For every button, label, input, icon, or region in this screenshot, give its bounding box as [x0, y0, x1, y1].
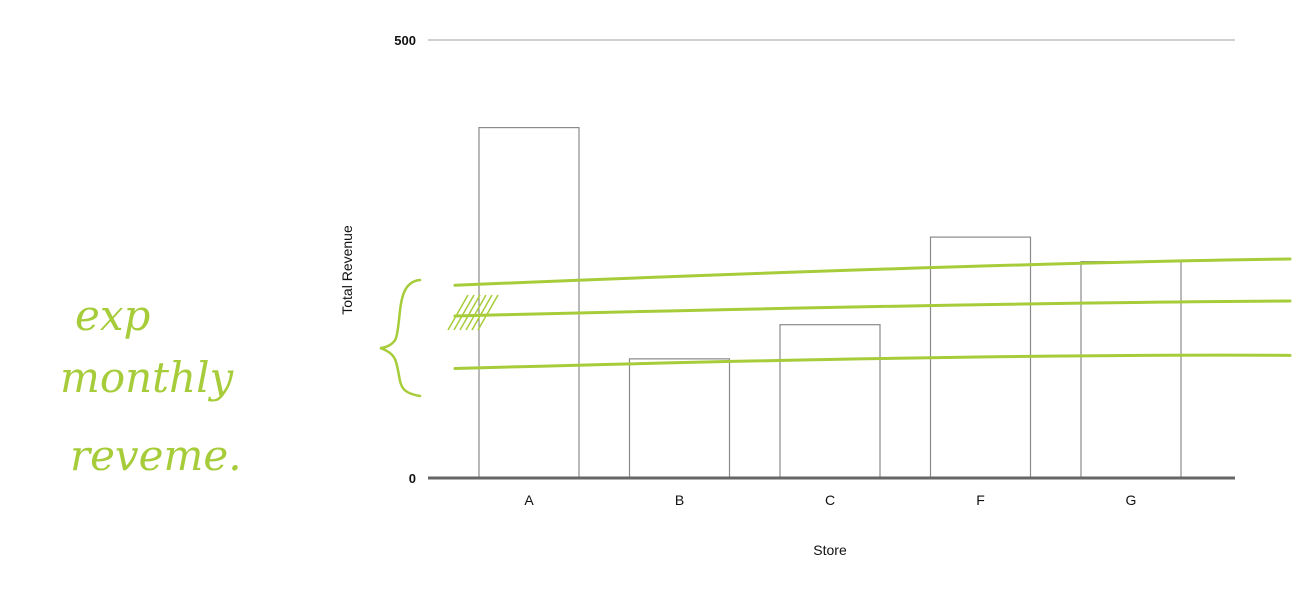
annotation-text: monthly [60, 353, 235, 402]
xtick-label: F [976, 492, 985, 508]
annotation-line [453, 353, 1292, 370]
annotation-line [453, 299, 1292, 318]
xtick-label: B [675, 492, 684, 508]
annotation-hatch [477, 294, 499, 331]
y-axis-label: Total Revenue [339, 225, 355, 315]
bar-B [628, 358, 731, 479]
annotation-hatch [471, 294, 493, 331]
ytick-label: 500 [394, 33, 416, 48]
annotation-hatch [447, 294, 469, 331]
ytick-label: 0 [409, 471, 416, 486]
x-axis-label: Store [813, 542, 847, 558]
xtick-label: G [1126, 492, 1137, 508]
xtick-label: C [825, 492, 835, 508]
annotation-text: exp [75, 291, 150, 340]
annotation-hatch [459, 294, 481, 331]
annotation-text: reveme. [70, 431, 242, 480]
bar-G [1080, 261, 1182, 479]
annotation-hatch [453, 294, 475, 331]
bar-C [779, 324, 881, 479]
annotation-hatch [465, 294, 487, 331]
xtick-label: A [524, 492, 534, 508]
annotation-line [453, 257, 1292, 287]
annotation-brace [379, 278, 422, 398]
